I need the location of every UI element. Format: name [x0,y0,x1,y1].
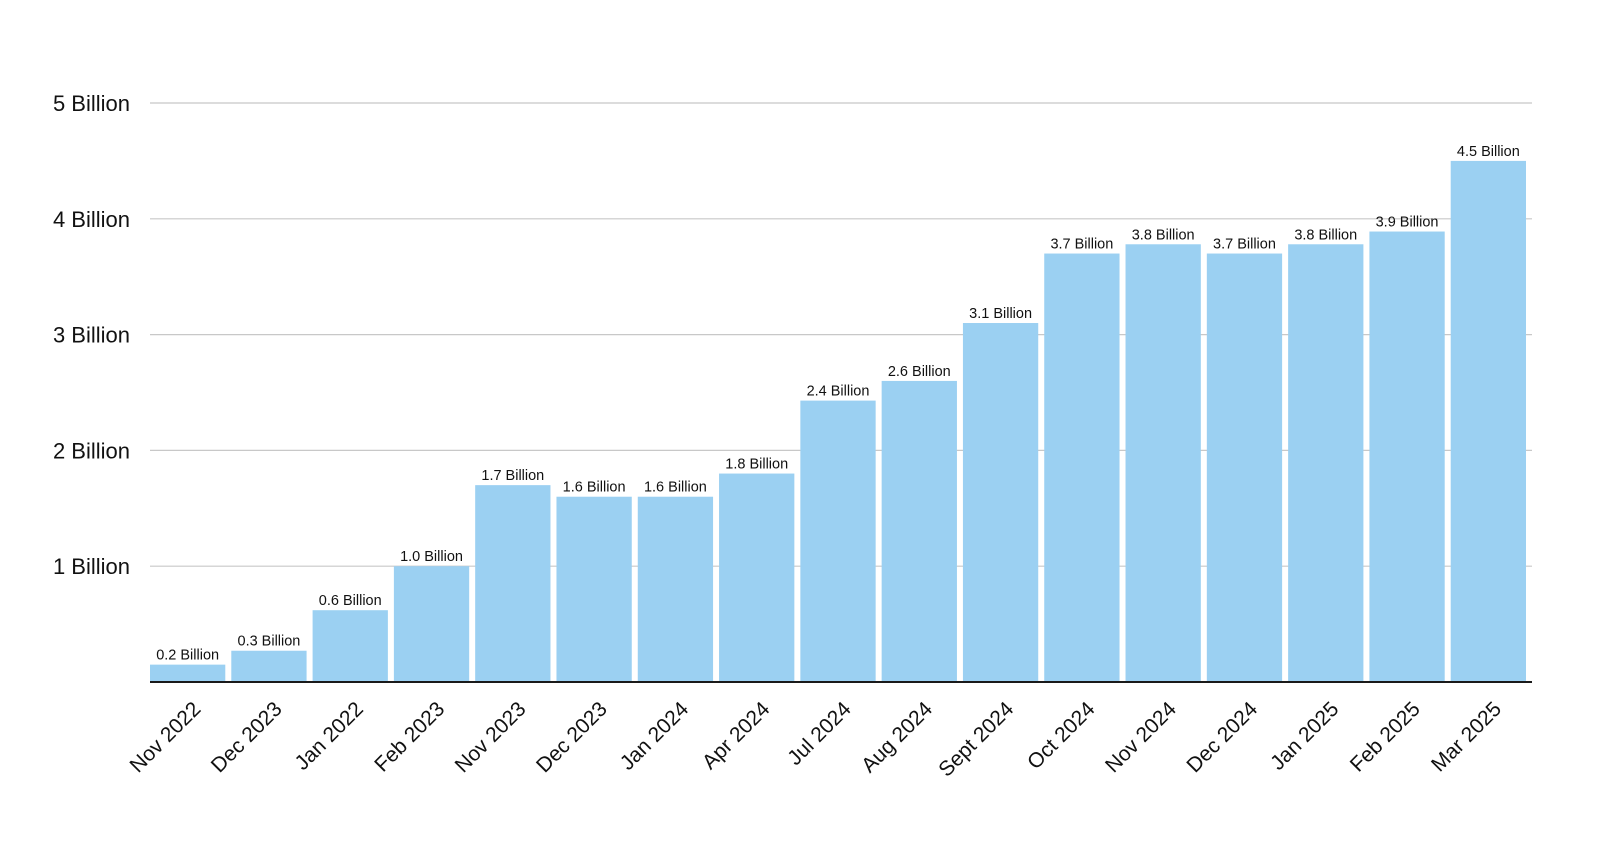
bar [1450,160,1526,682]
bar [556,496,632,682]
x-tick-label: Dec 2023 [207,697,287,777]
x-tick-label: Mar 2025 [1427,697,1506,776]
y-tick-label: 4 Billion [53,207,130,232]
bar [231,650,307,682]
bar [881,380,957,682]
bar [962,323,1039,682]
y-tick-label: 1 Billion [53,554,130,579]
x-tick-label: Jul 2024 [783,697,856,770]
data-label: 1.6 Billion [644,480,707,496]
data-label: 3.9 Billion [1376,215,1439,231]
x-axis-tick-labels: Nov 2022 Dec 2023 Jan 2022 Feb 2023 Nov 2023… [126,697,1507,781]
bar [393,566,470,682]
data-label: 3.1 Billion [969,306,1032,322]
data-label: 0.3 Billion [238,634,301,650]
y-tick-label: 3 Billion [53,323,130,348]
y-tick-label: 5 Billion [53,91,130,116]
x-tick-label: Apr 2024 [698,697,775,774]
bar [312,610,388,682]
x-tick-label: Jan 2025 [1266,697,1343,774]
data-label: 1.6 Billion [563,480,626,496]
data-label: 2.4 Billion [807,384,870,400]
bar [637,496,714,682]
x-tick-label: Dec 2023 [532,697,612,777]
data-label: 3.7 Billion [1213,237,1276,253]
data-labels: 0.2 Billion 0.3 Billion 0.6 Billion 1.0 Bil… [156,144,1520,664]
x-tick-label: Oct 2024 [1023,697,1100,774]
bar [150,664,226,682]
x-tick-label: Aug 2024 [857,697,937,777]
data-label: 1.8 Billion [725,457,788,473]
y-axis-tick-labels: 1 Billion 2 Billion 3 Billion 4 Billion 5 Bi… [53,91,130,579]
x-tick-label: Nov 2022 [126,697,206,777]
bar [719,473,795,682]
x-tick-label: Jan 2024 [616,697,694,775]
bar [1288,244,1364,682]
bar [800,400,876,682]
data-label: 0.2 Billion [156,648,219,664]
y-tick-label: 2 Billion [53,438,130,463]
x-tick-label: Feb 2023 [370,697,449,776]
x-tick-label: Nov 2024 [1101,697,1181,777]
bar [475,485,551,682]
x-tick-label: Feb 2025 [1346,697,1425,776]
bars [150,160,1526,683]
x-tick-label: Sept 2024 [934,697,1018,781]
data-label: 4.5 Billion [1457,144,1520,160]
data-label: 3.8 Billion [1132,227,1195,243]
x-tick-label: Nov 2023 [451,697,531,777]
x-tick-label: Jan 2022 [291,697,368,774]
data-label: 1.7 Billion [481,468,544,484]
bar [1044,253,1120,683]
data-label: 2.6 Billion [888,364,951,380]
bar [1125,244,1201,682]
data-label: 3.7 Billion [1050,237,1113,253]
data-label: 0.6 Billion [319,593,382,609]
x-tick-label: Dec 2024 [1182,697,1262,777]
data-label: 3.8 Billion [1294,227,1357,243]
bar [1206,253,1283,683]
bar [1369,231,1445,682]
data-label: 1.0 Billion [400,549,463,565]
